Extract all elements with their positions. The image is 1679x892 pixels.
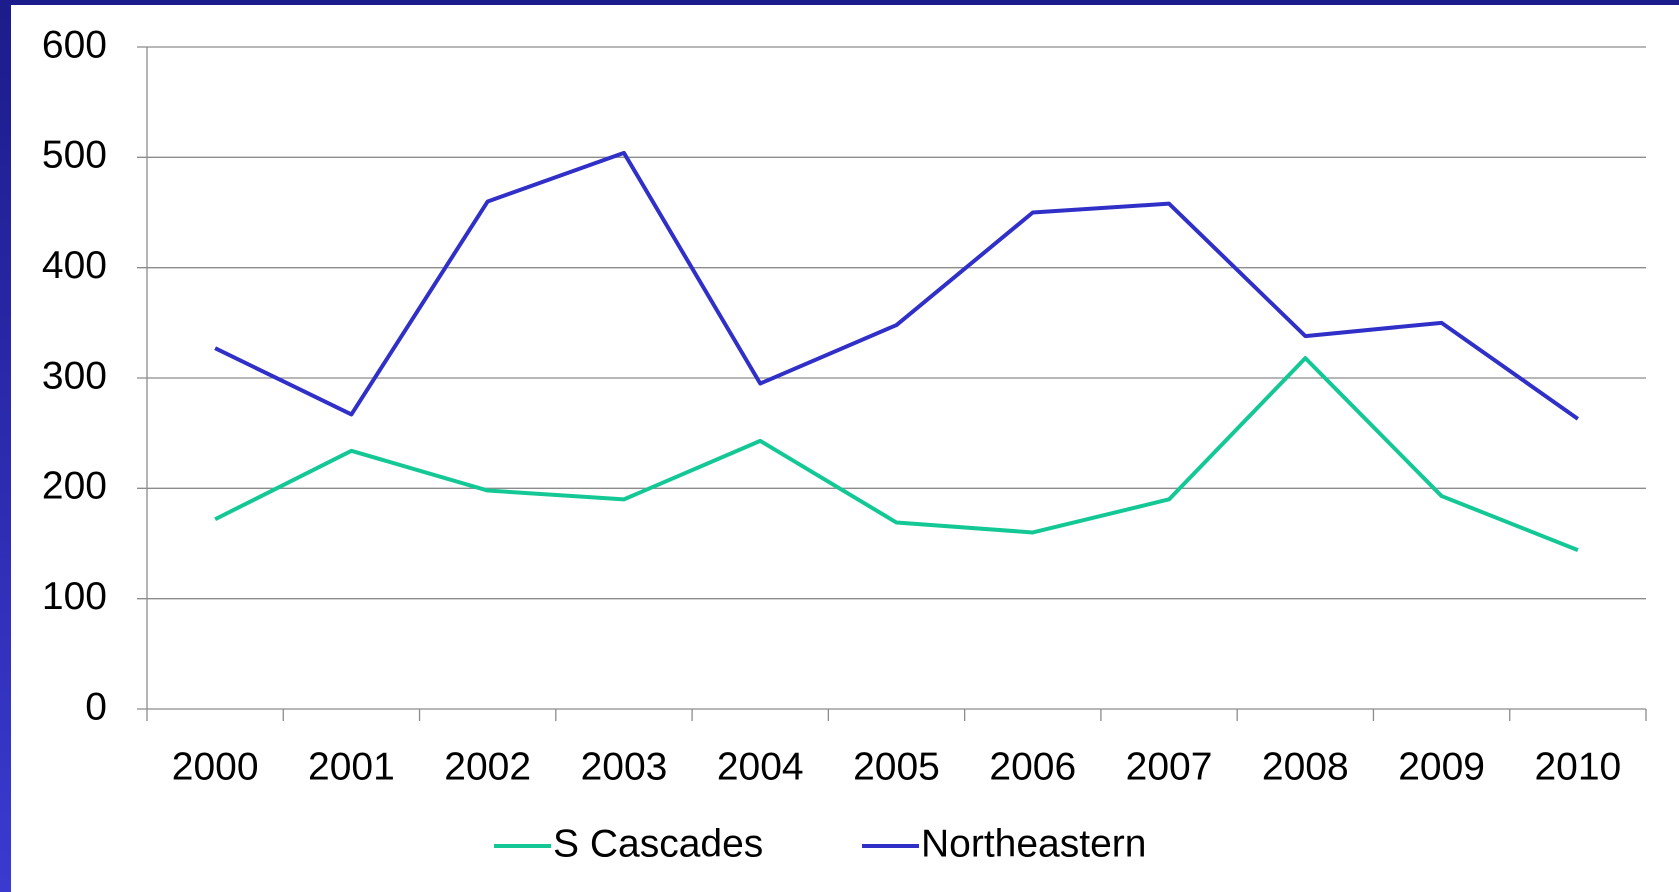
legend-label: Northeastern [921, 822, 1146, 865]
x-tick-label: 2002 [444, 745, 531, 788]
x-tick-label: 2008 [1262, 745, 1349, 788]
x-tick-label: 2007 [1126, 745, 1213, 788]
y-tick-label: 300 [42, 354, 107, 397]
y-tick-label: 600 [42, 23, 107, 66]
y-tick-label: 400 [42, 244, 107, 287]
x-tick-label: 2005 [853, 745, 940, 788]
x-tick-label: 2004 [717, 745, 804, 788]
x-tick-label: 2000 [172, 745, 259, 788]
series-line [214, 150, 1580, 421]
x-tick-label: 2001 [308, 745, 395, 788]
plot-background [11, 5, 1679, 892]
y-tick-label: 0 [85, 685, 107, 728]
x-tick-label: 2010 [1534, 745, 1621, 788]
x-tick-label: 2009 [1398, 745, 1485, 788]
y-tick-label: 100 [42, 575, 107, 618]
y-tick-label: 200 [42, 465, 107, 508]
series-line [214, 356, 1579, 552]
y-tick-label: 500 [42, 134, 107, 177]
legend-label: S Cascades [553, 822, 763, 865]
x-tick-label: 2006 [989, 745, 1076, 788]
x-tick-label: 2003 [581, 745, 668, 788]
